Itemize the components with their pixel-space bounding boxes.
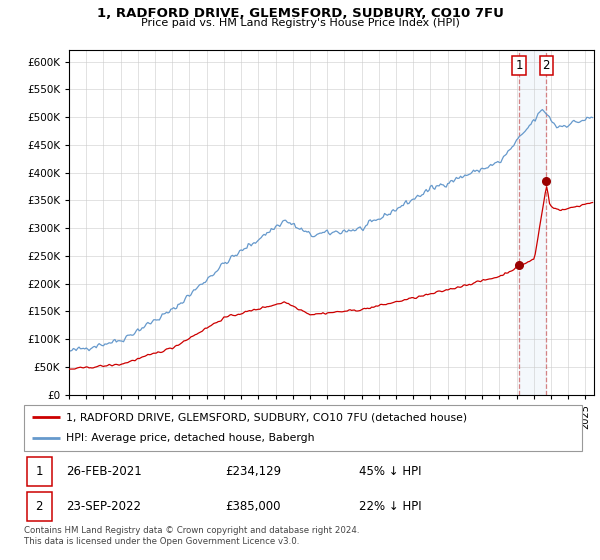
Text: Price paid vs. HM Land Registry's House Price Index (HPI): Price paid vs. HM Land Registry's House … bbox=[140, 18, 460, 29]
Text: 1, RADFORD DRIVE, GLEMSFORD, SUDBURY, CO10 7FU: 1, RADFORD DRIVE, GLEMSFORD, SUDBURY, CO… bbox=[97, 7, 503, 20]
Text: 1, RADFORD DRIVE, GLEMSFORD, SUDBURY, CO10 7FU (detached house): 1, RADFORD DRIVE, GLEMSFORD, SUDBURY, CO… bbox=[66, 412, 467, 422]
Text: Contains HM Land Registry data © Crown copyright and database right 2024.
This d: Contains HM Land Registry data © Crown c… bbox=[24, 526, 359, 546]
Text: 1: 1 bbox=[515, 59, 523, 72]
Text: £385,000: £385,000 bbox=[225, 500, 280, 512]
Text: 45% ↓ HPI: 45% ↓ HPI bbox=[359, 465, 421, 478]
Text: 1: 1 bbox=[35, 465, 43, 478]
Bar bbox=[519, 50, 547, 395]
Text: 23-SEP-2022: 23-SEP-2022 bbox=[66, 500, 141, 512]
Text: HPI: Average price, detached house, Babergh: HPI: Average price, detached house, Babe… bbox=[66, 433, 314, 444]
Text: 22% ↓ HPI: 22% ↓ HPI bbox=[359, 500, 421, 512]
Text: 26-FEB-2021: 26-FEB-2021 bbox=[66, 465, 142, 478]
FancyBboxPatch shape bbox=[24, 405, 582, 451]
Text: 2: 2 bbox=[542, 59, 550, 72]
FancyBboxPatch shape bbox=[27, 492, 52, 521]
Text: £234,129: £234,129 bbox=[225, 465, 281, 478]
FancyBboxPatch shape bbox=[27, 457, 52, 486]
Text: 2: 2 bbox=[35, 500, 43, 512]
